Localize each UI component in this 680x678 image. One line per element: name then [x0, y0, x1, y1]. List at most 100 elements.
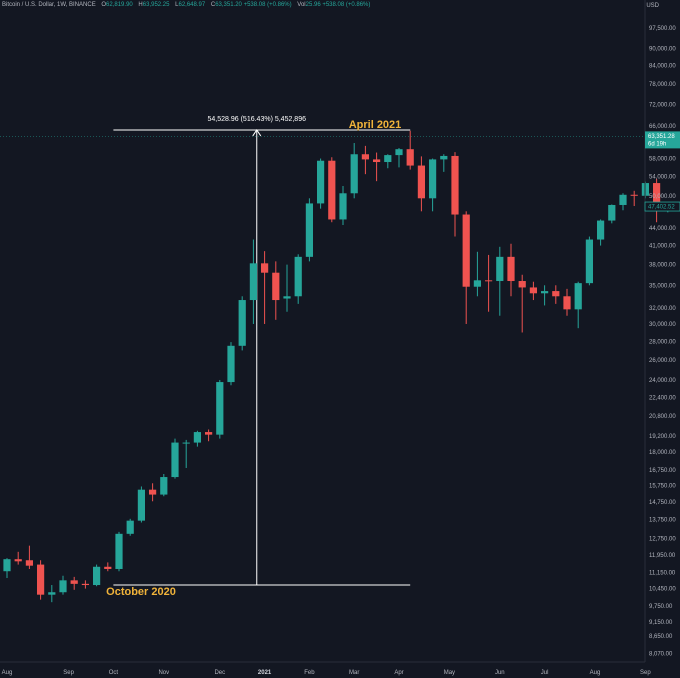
candle-body-45: [507, 256, 515, 282]
candle-body-41: [462, 214, 470, 287]
candle-54: [608, 204, 616, 224]
candle-body-13: [149, 489, 157, 495]
x-tick-label: Jun: [495, 670, 505, 676]
candle-body-0: [3, 559, 11, 572]
symbol-legend: Bitcoin / U.S. Dollar, 1W, BINANCE O62,8…: [2, 2, 370, 8]
candle-23: [261, 251, 269, 324]
y-tick-label: 9,750.00: [649, 604, 673, 610]
change-value: +538.08 (+0.86%): [243, 2, 292, 8]
close-label: C: [210, 2, 216, 8]
y-tick-label: 50,000.00: [649, 194, 676, 200]
y-tick-label: 30,000.00: [649, 322, 676, 328]
candle-body-48: [541, 291, 549, 294]
candle-body-36: [406, 149, 414, 166]
candle-58: [653, 178, 661, 223]
candle-body-35: [395, 149, 403, 156]
y-tick-label: 35,000.00: [649, 283, 676, 289]
candle-body-8: [93, 566, 101, 586]
low-label: L: [175, 2, 179, 8]
measure-tool: 54,528.96 (516.43%) 5,452,896: [113, 116, 411, 586]
countdown-text: 6d 19h: [648, 141, 666, 147]
y-tick-label: 66,000.00: [649, 124, 676, 130]
candle-body-11: [126, 520, 134, 534]
candle-16: [182, 439, 190, 468]
candle-body-28: [317, 160, 325, 204]
candle-body-47: [529, 287, 537, 294]
candle-32: [361, 145, 369, 175]
low-value: 62,648.97: [178, 2, 206, 8]
y-tick-label: 11,150.00: [649, 570, 676, 576]
x-tick-label: Aug: [2, 670, 13, 676]
candle-25: [283, 264, 291, 312]
y-tick-label: 22,400.00: [649, 395, 676, 401]
candle-body-1: [14, 559, 22, 562]
candle-body-16: [182, 442, 190, 444]
candle-body-25: [283, 296, 291, 299]
candle-body-46: [518, 281, 526, 288]
candle-body-15: [171, 442, 179, 478]
annotations: April 2021 October 2020: [106, 119, 401, 598]
candle-body-27: [305, 203, 313, 257]
y-tick-label: 54,000.00: [649, 174, 676, 180]
y-tick-label: 24,000.00: [649, 378, 676, 384]
candle-body-30: [339, 193, 347, 220]
open-label: O: [101, 2, 107, 8]
x-tick-label: Aug: [590, 670, 601, 676]
candle-8: [93, 564, 101, 587]
candle-30: [339, 185, 347, 226]
y-tick-label: 11,950.00: [649, 553, 676, 559]
y-tick-label: 13,750.00: [649, 518, 676, 524]
candle-19: [216, 379, 224, 439]
candle-45: [507, 243, 515, 297]
y-tick-label: 10,450.00: [649, 587, 676, 593]
candle-50: [563, 288, 571, 316]
candle-51: [574, 281, 582, 329]
candle-body-24: [272, 272, 280, 301]
y-tick-label: 12,750.00: [649, 537, 676, 543]
candle-38: [429, 158, 437, 212]
y-tick-label: 28,000.00: [649, 339, 676, 345]
x-tick-label: Sep: [63, 670, 74, 676]
candle-body-3: [37, 564, 45, 595]
currency-label[interactable]: USD: [646, 3, 659, 9]
candle-26: [294, 254, 302, 304]
vol-label: Vol: [297, 2, 306, 8]
candle-body-29: [328, 160, 336, 220]
y-tick-label: 18,000.00: [649, 450, 676, 456]
x-tick-label: Apr: [394, 670, 403, 676]
candle-40: [451, 152, 459, 237]
candle-body-42: [473, 280, 481, 287]
last-close-tag: 47,402.52: [644, 201, 680, 212]
y-tick-label: 15,750.00: [649, 484, 676, 490]
candle-47: [529, 281, 537, 301]
x-tick-label: Sep: [640, 670, 651, 676]
x-tick-label: 2021: [258, 670, 272, 676]
candle-12: [137, 486, 145, 523]
x-tick-label: Feb: [304, 670, 315, 676]
candle-11: [126, 518, 134, 536]
candle-42: [473, 251, 481, 297]
candle-15: [171, 438, 179, 479]
candle-49: [552, 285, 560, 304]
x-tick-label: May: [444, 670, 455, 676]
candle-body-58: [653, 183, 661, 210]
y-tick-label: 9,150.00: [649, 620, 673, 626]
candles: [3, 130, 672, 603]
april-2021-annotation: April 2021: [349, 119, 402, 131]
candle-body-39: [440, 155, 448, 160]
candle-36: [406, 130, 414, 170]
candle-31: [350, 143, 358, 199]
candle-0: [3, 558, 11, 579]
candle-body-44: [496, 256, 504, 282]
measure-label: 54,528.96 (516.43%) 5,452,896: [208, 116, 307, 123]
x-tick-label: Oct: [109, 670, 119, 676]
y-tick-label: 44,000.00: [649, 226, 676, 232]
candle-44: [496, 246, 504, 316]
candle-body-4: [48, 592, 56, 595]
y-tick-label: 8,650.00: [649, 634, 673, 640]
candle-9: [104, 562, 112, 572]
candle-7: [81, 580, 89, 589]
candle-body-55: [619, 194, 627, 205]
